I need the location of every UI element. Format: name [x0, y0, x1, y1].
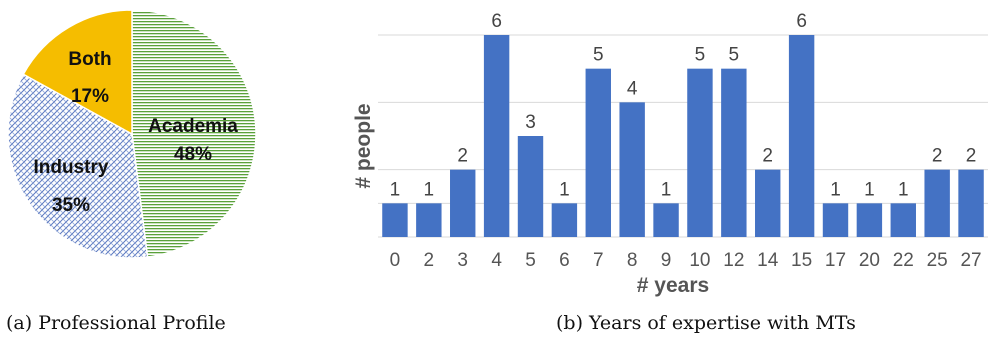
pie-slice-industry: [7, 73, 149, 259]
bar-8: [619, 102, 645, 237]
x-tick-label: 4: [491, 250, 502, 271]
x-tick-label: 3: [457, 250, 468, 271]
bar-data-label: 1: [661, 179, 672, 200]
bar-27: [958, 169, 984, 237]
x-tick-label: 0: [390, 250, 401, 271]
pie-label-academia: Academia: [148, 116, 238, 137]
bar-data-label: 2: [457, 146, 468, 167]
x-tick-label: 9: [661, 250, 672, 271]
x-axis-title: # years: [637, 274, 709, 297]
bar-data-label: 1: [424, 179, 435, 200]
x-tick-label: 25: [927, 250, 948, 271]
bar-data-label: 2: [932, 146, 943, 167]
x-tick-label: 2: [424, 250, 435, 271]
bar-7: [585, 68, 611, 238]
bar-data-label: 6: [796, 11, 807, 32]
x-tick-label: 22: [893, 250, 914, 271]
pie-caption: (a) Professional Profile: [6, 312, 226, 334]
x-tick-label: 17: [825, 250, 846, 271]
x-tick-label: 14: [757, 250, 779, 271]
x-tick-label: 15: [791, 250, 812, 271]
bar-17: [822, 203, 849, 237]
bar-data-label: 4: [627, 78, 638, 99]
bar-data-label: 1: [864, 179, 875, 200]
bar-5: [517, 136, 544, 237]
bar-12: [721, 68, 747, 238]
x-tick-label: 10: [689, 250, 710, 271]
x-tick-label: 5: [525, 250, 536, 271]
bar-4: [483, 35, 510, 237]
x-tick-label: 6: [559, 250, 570, 271]
pie-label-industry: Industry: [34, 157, 109, 178]
pie-value-industry: 35%: [52, 195, 90, 216]
bar-25: [924, 169, 950, 237]
bar-data-label: 5: [593, 45, 604, 66]
bar-6: [551, 203, 578, 237]
bar-22: [890, 203, 916, 237]
pie-value-academia: 48%: [174, 144, 212, 165]
pie-slice-both: [22, 9, 133, 136]
bar-data-label: 1: [390, 179, 401, 200]
bar-data-label: 6: [491, 11, 502, 32]
bar-data-label: 2: [762, 146, 773, 167]
bar-data-label: 5: [695, 45, 706, 66]
bar-3: [450, 169, 476, 237]
x-tick-label: 12: [723, 250, 744, 271]
bar-20: [856, 203, 883, 237]
y-axis-title: # people: [352, 103, 375, 188]
bar-data-label: 2: [966, 146, 977, 167]
bar-caption: (b) Years of expertise with MTs: [556, 312, 856, 334]
bar-data-label: 1: [898, 179, 909, 200]
bar-data-label: 1: [830, 179, 841, 200]
x-tick-label: 27: [960, 250, 981, 271]
bar-2: [416, 203, 442, 237]
bar-9: [653, 203, 679, 237]
x-tick-label: 20: [859, 250, 880, 271]
bar-data-label: 3: [525, 112, 536, 133]
bar-10: [687, 68, 713, 238]
bar-14: [755, 169, 781, 237]
bar-0: [382, 203, 408, 237]
bar-data-label: 1: [559, 179, 570, 200]
x-tick-label: 7: [593, 250, 604, 271]
pie-label-both: Both: [68, 49, 111, 70]
x-tick-label: 8: [627, 250, 638, 271]
pie-chart: Academia 48% Industry 35% Both 17%: [7, 9, 257, 259]
pie-value-both: 17%: [71, 86, 109, 107]
bar-data-label: 5: [729, 45, 740, 66]
bar-15: [788, 35, 815, 237]
pie-slice-academia: [131, 9, 257, 258]
